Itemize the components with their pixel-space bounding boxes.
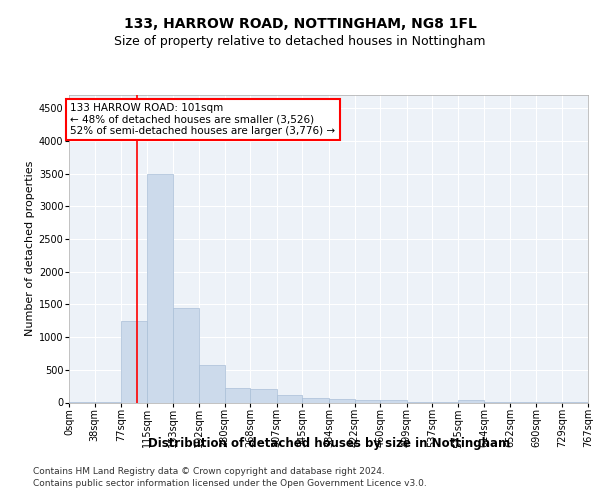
- Text: Size of property relative to detached houses in Nottingham: Size of property relative to detached ho…: [114, 35, 486, 48]
- Bar: [121, 320, 147, 402]
- Bar: [302, 398, 329, 402]
- Bar: [329, 399, 355, 402]
- Text: 133 HARROW ROAD: 101sqm
← 48% of detached houses are smaller (3,526)
52% of semi: 133 HARROW ROAD: 101sqm ← 48% of detache…: [70, 103, 335, 136]
- Bar: [224, 388, 250, 402]
- Text: 133, HARROW ROAD, NOTTINGHAM, NG8 1FL: 133, HARROW ROAD, NOTTINGHAM, NG8 1FL: [124, 18, 476, 32]
- Text: Distribution of detached houses by size in Nottingham: Distribution of detached houses by size …: [148, 438, 510, 450]
- Text: Contains public sector information licensed under the Open Government Licence v3: Contains public sector information licen…: [33, 479, 427, 488]
- Bar: [380, 400, 407, 402]
- Y-axis label: Number of detached properties: Number of detached properties: [25, 161, 35, 336]
- Bar: [199, 365, 224, 403]
- Text: Contains HM Land Registry data © Crown copyright and database right 2024.: Contains HM Land Registry data © Crown c…: [33, 468, 385, 476]
- Bar: [277, 396, 302, 402]
- Bar: [250, 389, 277, 402]
- Bar: [147, 174, 173, 402]
- Bar: [355, 400, 380, 402]
- Bar: [458, 400, 484, 402]
- Bar: [173, 308, 199, 402]
